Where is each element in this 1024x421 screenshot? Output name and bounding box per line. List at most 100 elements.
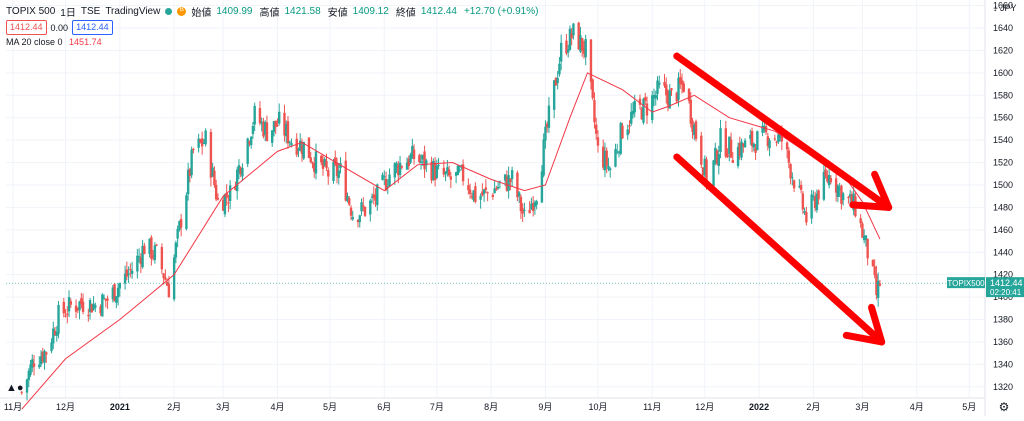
candle-body (62, 301, 65, 314)
candle-body (423, 151, 426, 170)
candle-body (670, 88, 673, 91)
candle-body (311, 162, 314, 164)
candle-body (164, 277, 167, 280)
last-price-value: 1412.44 (990, 278, 1023, 288)
candle-body (409, 154, 412, 163)
candle-body (209, 131, 213, 178)
interval-label[interactable]: 1日 (60, 8, 76, 19)
candle-body (761, 125, 764, 133)
candle-body (130, 270, 134, 274)
indicator-value: 1451.74 (69, 37, 102, 47)
bid-ask-row: 1412.44 0.00 1412.44 (6, 20, 113, 35)
candle-body (791, 177, 794, 179)
candle-body (736, 146, 740, 167)
chart-header: TOPIX 500 1日 TSE TradingView B 始値 1409.99… (6, 4, 540, 19)
candle-body (645, 103, 649, 116)
candle-body (321, 160, 325, 169)
candle-body (528, 209, 531, 214)
candle-body (603, 150, 607, 171)
candle-body (442, 167, 446, 175)
candle-body (137, 256, 141, 258)
candle-body (726, 154, 729, 158)
candle-body (517, 192, 521, 197)
candle-body (864, 235, 868, 241)
candle-body (878, 283, 882, 286)
time-tick-label: 11月 (643, 402, 661, 412)
candle-body (113, 284, 116, 302)
candle-body (433, 162, 437, 181)
close-value: 1412.44 (420, 6, 457, 17)
candle-body (444, 171, 447, 175)
indicator-legend[interactable]: MA 20 close 0 1451.74 (6, 37, 102, 47)
candle-body (20, 391, 23, 393)
candle-body (204, 130, 207, 145)
settings-gear-icon[interactable]: ⚙ (999, 400, 1010, 414)
candle-body (644, 97, 647, 101)
candle-body (703, 158, 706, 176)
candle-body (348, 198, 351, 205)
candle-body (458, 169, 461, 171)
candle-body (871, 259, 875, 267)
candle-body (841, 193, 845, 201)
candle-body (216, 197, 220, 200)
candle-body (565, 40, 568, 54)
time-tick-label: 12月 (695, 402, 714, 412)
candle-body (25, 379, 29, 393)
symbol-title[interactable]: TOPIX 500 (6, 6, 56, 17)
candle-body (67, 296, 71, 312)
candle-body (449, 176, 453, 180)
candle-body (372, 194, 375, 199)
candle-body (668, 90, 671, 109)
candle-body (155, 244, 158, 246)
candle-body (607, 165, 610, 170)
candle-body (728, 136, 731, 154)
candle-body (262, 121, 265, 137)
candle-body (679, 77, 682, 85)
candle-body (496, 186, 500, 189)
candle-body (176, 228, 179, 239)
spread-value: 0.00 (50, 22, 69, 33)
candle-body (362, 205, 365, 207)
candle-body (817, 190, 820, 200)
candle-body (605, 150, 608, 166)
candle-body (104, 298, 108, 301)
candle-body (584, 39, 587, 58)
candle-body (566, 49, 570, 53)
candle-body (467, 185, 470, 191)
candle-body (714, 147, 717, 164)
candle-body (633, 101, 636, 113)
candle-body (617, 151, 621, 153)
ask-button[interactable]: 1412.44 (72, 20, 113, 35)
candle-body (276, 125, 279, 127)
candle-body (178, 221, 181, 230)
candle-body (153, 245, 157, 260)
candle-body (358, 215, 361, 223)
candle-body (801, 193, 805, 210)
candle-body (827, 174, 831, 186)
candle-body (370, 196, 374, 198)
candle-body (412, 149, 416, 159)
candle-body (666, 92, 670, 106)
candle-body (749, 135, 752, 139)
candle-body (335, 162, 339, 176)
candle-body (628, 125, 631, 127)
candle-body (295, 138, 298, 155)
candle-body (523, 209, 526, 211)
candle-body (731, 160, 735, 163)
candle-body (395, 163, 398, 168)
candle-body (214, 184, 218, 200)
candle-body (579, 35, 582, 52)
candle-body (94, 305, 97, 308)
candle-body (591, 79, 594, 99)
candle-body (687, 88, 691, 101)
time-tick-label: 3月 (855, 402, 869, 412)
candle-body (160, 247, 164, 270)
candle-body (87, 315, 90, 317)
currency-label[interactable]: ↓ JPY (993, 3, 1017, 13)
price-tick-label: 1640 (993, 23, 1013, 33)
bid-button[interactable]: 1412.44 (6, 20, 47, 35)
candle-body (638, 98, 642, 105)
time-tick-label: 5月 (323, 402, 337, 412)
